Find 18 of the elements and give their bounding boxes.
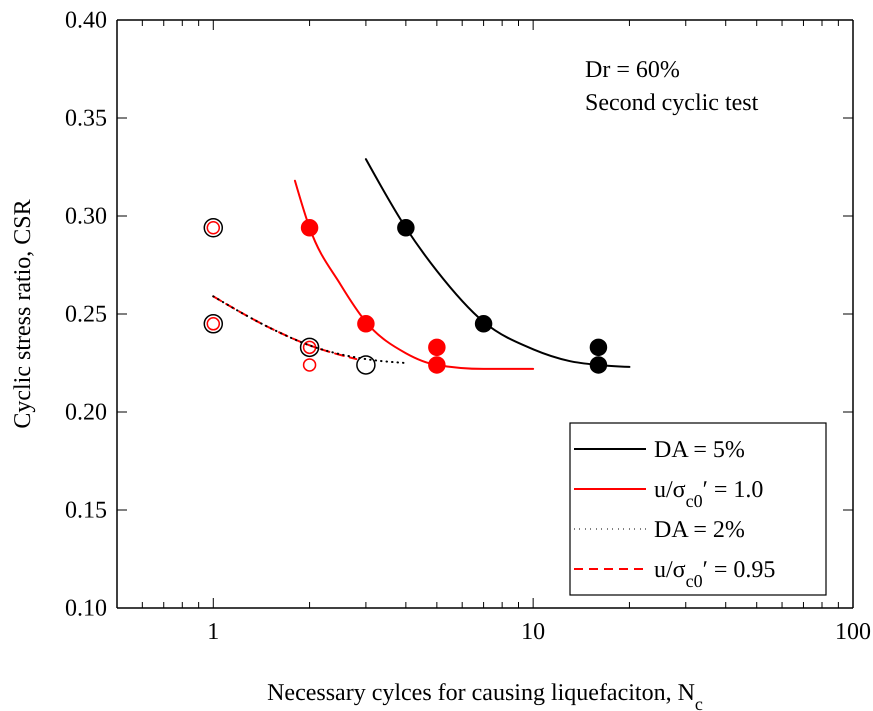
- x-tick-label: 10: [521, 619, 546, 646]
- y-tick-label: 0.30: [65, 204, 107, 230]
- y-tick-label: 0.10: [65, 596, 107, 622]
- x-axis-title: Necessary cylces for causing liquefaciton, N$_{c}$: [267, 680, 703, 711]
- x-tick-label: 1: [207, 619, 220, 646]
- legend-label: u/σ$_{c0}$′ = 1.0: [654, 477, 764, 511]
- annotation: Second cyclic test: [585, 90, 759, 116]
- y-tick-label: 0.25: [65, 302, 107, 328]
- x-tick-label: 100: [835, 619, 871, 646]
- annotation: Dr = 60%: [585, 57, 680, 83]
- legend-label: DA = 5%: [654, 437, 745, 463]
- y-tick-label: 0.20: [65, 400, 107, 426]
- legend-label: DA = 2%: [654, 517, 745, 543]
- legend-label: u/σ$_{c0}$′ = 0.95: [654, 557, 776, 591]
- y-tick-label: 0.15: [65, 498, 107, 524]
- y-axis-title: Cyclic stress ratio, CSR: [10, 199, 36, 429]
- y-tick-label: 0.35: [65, 106, 107, 132]
- y-tick-label: 0.40: [65, 8, 107, 34]
